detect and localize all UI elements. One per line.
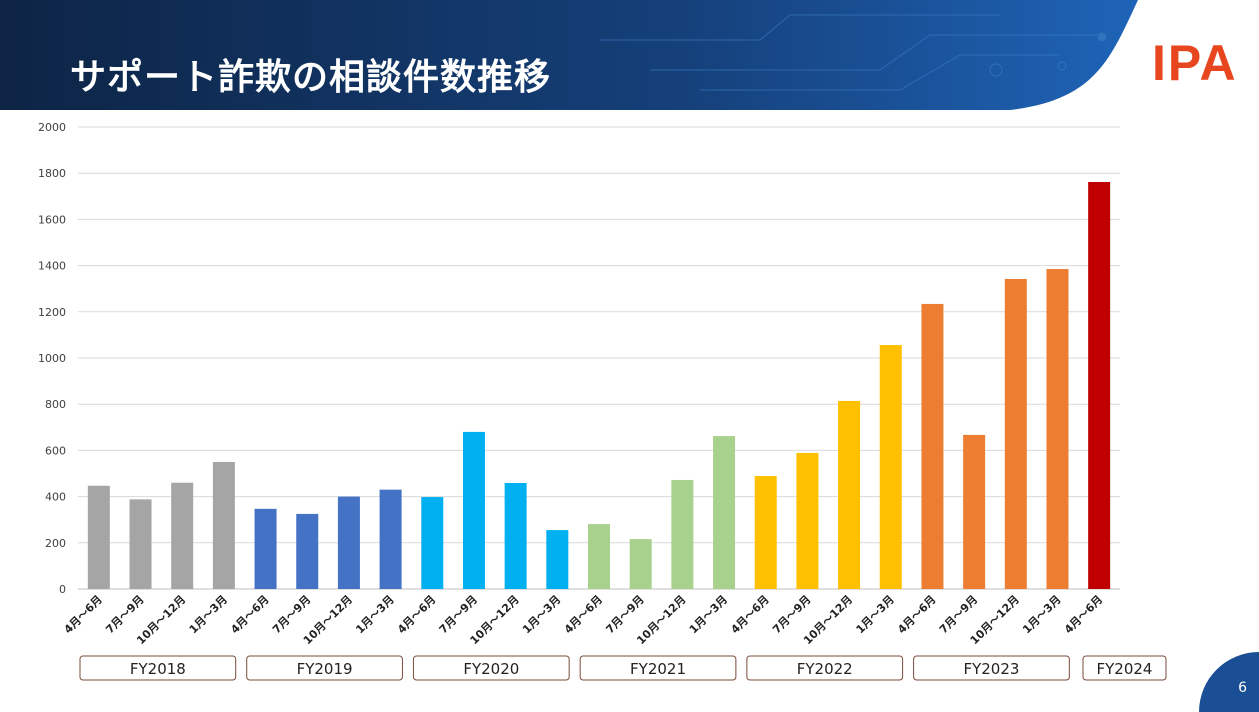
x-tick-label: 7月～9月 bbox=[937, 593, 980, 636]
bar bbox=[754, 476, 777, 589]
bar bbox=[629, 539, 652, 589]
bar bbox=[796, 452, 819, 589]
x-tick-label: 1月～3月 bbox=[353, 593, 396, 636]
bar bbox=[337, 496, 360, 589]
fiscal-year-label: FY2024 bbox=[1097, 660, 1153, 678]
y-tick-label: 1400 bbox=[38, 260, 66, 273]
x-tick-label: 4月～6月 bbox=[562, 593, 605, 636]
fiscal-year-box bbox=[913, 655, 1070, 681]
bar bbox=[671, 479, 694, 589]
bar bbox=[296, 513, 319, 589]
bar bbox=[546, 530, 569, 589]
bar bbox=[713, 436, 736, 589]
x-tick-label: 7月～9月 bbox=[103, 593, 146, 636]
x-tick-label: 1月～3月 bbox=[520, 593, 563, 636]
bar bbox=[1046, 269, 1069, 589]
x-tick-label: 1月～3月 bbox=[1020, 593, 1063, 636]
page-title: サポート詐欺の相談件数推移 bbox=[70, 57, 552, 98]
fiscal-year-label: FY2020 bbox=[463, 660, 519, 678]
x-tick-label: 4月～6月 bbox=[728, 593, 771, 636]
x-tick-label: 4月～6月 bbox=[895, 593, 938, 636]
bar bbox=[421, 497, 444, 589]
bar bbox=[462, 431, 485, 589]
fiscal-year-label: FY2023 bbox=[963, 660, 1019, 678]
fiscal-year-label: FY2019 bbox=[297, 660, 353, 678]
y-tick-label: 1000 bbox=[38, 352, 66, 365]
bar bbox=[254, 508, 277, 589]
x-tick-label: 1月～3月 bbox=[854, 593, 897, 636]
x-tick-label: 4月～6月 bbox=[395, 593, 438, 636]
x-tick-label: 7月～9月 bbox=[770, 593, 813, 636]
x-tick-label: 4月～6月 bbox=[62, 593, 105, 636]
y-tick-label: 400 bbox=[45, 491, 66, 504]
ipa-logo: IPA bbox=[1152, 35, 1238, 91]
fiscal-year-box bbox=[746, 655, 904, 681]
bar bbox=[921, 303, 944, 589]
y-tick-label: 1600 bbox=[38, 213, 66, 226]
y-tick-label: 200 bbox=[45, 537, 66, 550]
fiscal-year-box bbox=[79, 655, 237, 681]
bar bbox=[212, 461, 235, 589]
bar bbox=[963, 434, 986, 589]
x-tick-label: 7月～9月 bbox=[603, 593, 646, 636]
bar bbox=[171, 482, 194, 589]
bar bbox=[87, 485, 110, 589]
fiscal-year-box bbox=[579, 655, 737, 681]
y-tick-label: 800 bbox=[45, 398, 66, 411]
x-tick-label: 4月～6月 bbox=[1062, 593, 1105, 636]
x-tick-label: 4月～6月 bbox=[228, 593, 271, 636]
fiscal-year-box bbox=[1082, 655, 1167, 681]
bar bbox=[879, 345, 902, 589]
page-number: 6 bbox=[1238, 680, 1247, 696]
bar bbox=[1004, 278, 1027, 589]
y-tick-label: 600 bbox=[45, 444, 66, 457]
bar bbox=[129, 499, 152, 589]
bar bbox=[838, 400, 861, 589]
y-tick-label: 2000 bbox=[38, 121, 66, 134]
x-tick-label: 7月～9月 bbox=[270, 593, 313, 636]
bar bbox=[379, 489, 402, 589]
page-corner bbox=[1199, 652, 1259, 712]
x-tick-label: 1月～3月 bbox=[187, 593, 230, 636]
y-tick-label: 0 bbox=[59, 583, 66, 596]
x-tick-label: 1月～3月 bbox=[687, 593, 730, 636]
x-tick-label: 7月～9月 bbox=[437, 593, 480, 636]
bar bbox=[1088, 181, 1111, 589]
fiscal-year-label: FY2022 bbox=[797, 660, 853, 678]
y-tick-label: 1800 bbox=[38, 167, 66, 180]
header-banner bbox=[0, 0, 1138, 110]
bar bbox=[588, 524, 610, 589]
fiscal-year-label: FY2018 bbox=[130, 660, 186, 678]
fiscal-year-box bbox=[246, 655, 403, 681]
fiscal-year-label: FY2021 bbox=[630, 660, 686, 678]
bar bbox=[504, 482, 527, 589]
fiscal-year-box bbox=[412, 655, 570, 681]
y-tick-label: 1200 bbox=[38, 306, 66, 319]
